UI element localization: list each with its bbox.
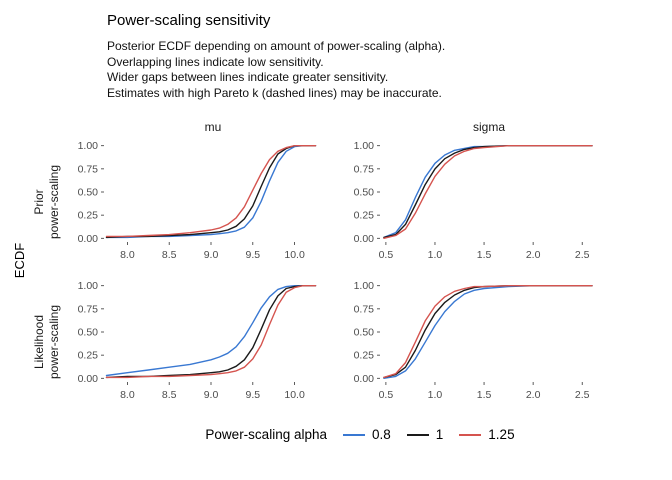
y-axis-title-text: ECDF — [12, 242, 28, 279]
panel-prior-sigma: 0.00 0.25 0.50 0.75 1.00 0.5 1.0 1.5 2.0 2.5 — [354, 141, 593, 261]
y-tick-label: 1.00 — [354, 281, 375, 293]
y-tick-label: 0.50 — [78, 187, 99, 199]
ecdf-line-alpha-1.25 — [105, 145, 317, 238]
x-tick-label: 10.0 — [284, 249, 305, 261]
facet-row-label-likelihood: Likelihood power-scaling — [32, 279, 62, 405]
chart-area: ECDF mu sigma Prior power-scaling Likeli… — [8, 115, 672, 405]
facet-row-label-prior-line-1: Prior — [32, 189, 47, 216]
y-tick-label: 0.25 — [78, 350, 99, 362]
y-tick-label: 0.00 — [354, 233, 375, 245]
x-tick-label: 1.0 — [428, 389, 443, 401]
x-tick-label: 9.5 — [245, 249, 260, 261]
subtitle-line-1: Posterior ECDF depending on amount of po… — [107, 39, 446, 53]
facet-col-label-mu: mu — [204, 120, 222, 135]
y-tick-label: 0.00 — [78, 373, 99, 385]
ecdf-line-alpha-1 — [383, 145, 593, 239]
y-tick-label: 1.00 — [78, 141, 99, 153]
subtitle-line-4: Estimates with high Pareto k (dashed lin… — [107, 85, 442, 100]
facet-row-label-likelihood-line-1: Likelihood — [32, 315, 47, 370]
legend-item-alpha-0.8: 0.8 — [343, 427, 391, 442]
y-tick-label: 0.25 — [354, 210, 375, 222]
y-tick-label: 0.75 — [78, 304, 99, 316]
x-tick-label: 8.0 — [120, 389, 135, 401]
x-tick-label: 1.0 — [428, 249, 443, 261]
legend-line-swatch-1 — [406, 433, 429, 436]
panel-likelihood-sigma: 0.00 0.25 0.50 0.75 1.00 0.5 1.0 1.5 2.0 2.5 — [354, 281, 593, 401]
legend-label-0.8: 0.8 — [372, 427, 391, 443]
subtitle-line-2: Overlapping lines indicate low sensitivi… — [107, 54, 324, 69]
ecdf-line-alpha-1.25 — [383, 145, 593, 240]
legend-line-swatch-1.25 — [459, 433, 482, 436]
x-tick-label: 1.5 — [477, 389, 492, 401]
x-tick-label: 9.5 — [245, 389, 260, 401]
facet-grid: mu sigma Prior power-scaling Likelihood … — [32, 115, 598, 405]
y-tick-label: 0.50 — [78, 327, 99, 339]
x-tick-label: 8.5 — [162, 389, 177, 401]
y-tick-label: 1.00 — [78, 281, 99, 293]
y-tick-label: 0.00 — [78, 233, 99, 245]
x-tick-label: 10.0 — [284, 389, 305, 401]
x-tick-label: 0.5 — [379, 249, 394, 261]
legend-title: Power-scaling alpha — [205, 427, 327, 443]
legend-label-1: 1 — [435, 427, 444, 443]
ecdf-line-alpha-1 — [383, 285, 593, 379]
ecdf-line-alpha-1 — [105, 145, 317, 239]
x-tick-label: 2.0 — [526, 389, 541, 401]
facet-row-label-prior-line-2: power-scaling — [47, 165, 62, 240]
facet-row-label-likelihood-line-2: power-scaling — [47, 305, 62, 380]
y-tick-label: 0.00 — [354, 373, 375, 385]
chart-subtitle: Posterior ECDF depending on amount of po… — [107, 39, 672, 101]
ecdf-line-alpha-0.8 — [383, 145, 593, 239]
figure-header: Power-scaling sensitivity Posterior ECDF… — [107, 12, 672, 101]
x-tick-label: 2.5 — [575, 249, 590, 261]
ecdf-line-alpha-0.8 — [383, 285, 593, 380]
ecdf-line-alpha-0.8 — [105, 285, 317, 377]
x-tick-label: 9.0 — [204, 389, 219, 401]
ecdf-line-alpha-1.25 — [383, 285, 593, 379]
y-tick-label: 0.75 — [354, 164, 375, 176]
x-tick-label: 1.5 — [477, 249, 492, 261]
legend-item-alpha-1: 1 — [406, 427, 444, 443]
ecdf-line-alpha-1.25 — [105, 285, 317, 379]
y-tick-label: 0.25 — [78, 210, 99, 222]
legend-label-1.25: 1.25 — [488, 427, 515, 443]
x-tick-label: 2.0 — [526, 249, 541, 261]
facet-row-label-prior: Prior power-scaling — [32, 139, 62, 265]
legend: Power-scaling alpha 0.8 1 1.25 — [48, 427, 672, 442]
y-tick-label: 0.75 — [354, 304, 375, 316]
y-tick-label: 0.50 — [354, 327, 375, 339]
panel-likelihood-mu: 0.00 0.25 0.50 0.75 1.00 8.0 8.5 9.0 9.5 10.0 — [78, 281, 317, 401]
legend-item-alpha-1.25: 1.25 — [459, 427, 515, 443]
ecdf-line-alpha-1 — [105, 285, 317, 379]
y-axis-title: ECDF — [8, 115, 32, 405]
panel-prior-mu: 0.00 0.25 0.50 0.75 1.00 8.0 8.5 9.0 9.5 10.0 — [78, 141, 317, 261]
subtitle-line-3: Wider gaps between lines indicate greate… — [107, 70, 389, 85]
y-tick-label: 0.50 — [354, 187, 375, 199]
chart-title: Power-scaling sensitivity — [107, 12, 271, 29]
y-tick-label: 0.75 — [78, 164, 99, 176]
x-tick-label: 8.5 — [162, 249, 177, 261]
x-tick-label: 9.0 — [204, 249, 219, 261]
legend-line-swatch-0.8 — [343, 433, 365, 436]
facet-col-label-sigma: sigma — [472, 120, 505, 135]
y-tick-label: 1.00 — [354, 141, 375, 153]
x-tick-label: 0.5 — [379, 389, 394, 401]
y-tick-label: 0.25 — [354, 350, 375, 362]
x-tick-label: 2.5 — [575, 389, 590, 401]
ecdf-line-alpha-0.8 — [105, 145, 317, 239]
x-tick-label: 8.0 — [120, 249, 135, 261]
